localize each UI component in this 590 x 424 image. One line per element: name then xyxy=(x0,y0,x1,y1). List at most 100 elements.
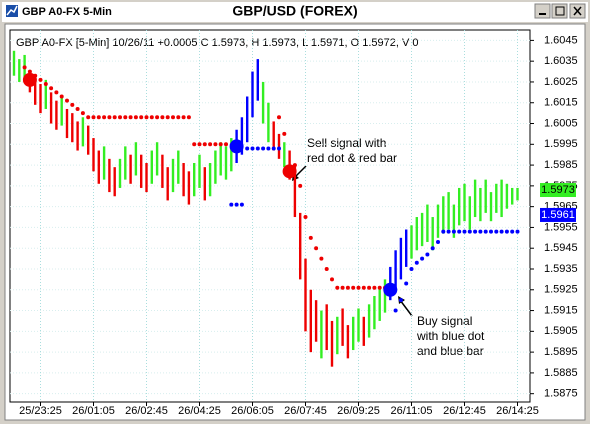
price-bar xyxy=(246,96,249,143)
stop-dot xyxy=(186,115,191,120)
price-bar xyxy=(39,84,42,114)
stop-dot xyxy=(398,298,403,303)
stop-dot xyxy=(457,229,462,234)
price-bar xyxy=(49,92,53,124)
stop-dot xyxy=(494,229,499,234)
stop-dot xyxy=(473,229,478,234)
close-glyph xyxy=(573,6,582,16)
price-bar xyxy=(251,71,254,118)
price-bar xyxy=(415,217,418,251)
stop-dot xyxy=(409,266,414,271)
annotation-text: Buy signal xyxy=(417,314,472,328)
price-bar xyxy=(55,100,58,130)
y-tick-label: 1.5935 xyxy=(544,263,578,275)
stop-dot xyxy=(224,142,228,147)
stop-dot xyxy=(446,229,451,234)
price-bar xyxy=(489,192,493,222)
stop-dot xyxy=(27,69,32,74)
price-bar xyxy=(166,167,169,201)
stop-dot xyxy=(165,115,170,120)
stop-dot xyxy=(171,115,175,120)
price-bar xyxy=(102,146,106,180)
price-bar xyxy=(410,225,413,259)
stop-dot xyxy=(314,246,319,251)
stop-dot xyxy=(277,146,281,151)
stop-dot xyxy=(356,285,361,290)
stop-dot xyxy=(255,146,260,151)
stop-dot xyxy=(208,142,213,147)
maximize-button[interactable] xyxy=(551,3,568,19)
price-bar xyxy=(320,310,323,359)
stop-dot xyxy=(123,115,128,120)
stop-dot xyxy=(298,183,303,188)
price-bar xyxy=(357,308,360,342)
y-tick-label: 1.5875 xyxy=(544,388,578,400)
stop-dot xyxy=(245,146,250,151)
price-bar xyxy=(484,179,487,213)
stop-dot xyxy=(38,77,43,82)
stop-dot xyxy=(54,90,59,95)
stop-dot xyxy=(324,266,329,271)
y-tick-label: 1.6015 xyxy=(544,97,578,109)
price-bar xyxy=(171,158,175,193)
x-tick-label: 26/14:25 xyxy=(496,405,539,417)
stop-dot xyxy=(483,229,488,234)
price-bar xyxy=(383,279,387,313)
price-bar xyxy=(18,59,21,82)
y-tick-label: 1.5945 xyxy=(544,242,578,254)
price-bar xyxy=(161,154,164,188)
y-tick-label: 1.6035 xyxy=(544,55,578,67)
stop-dot xyxy=(160,115,165,120)
stop-dot xyxy=(139,115,144,120)
price-bar xyxy=(92,138,95,172)
stop-dot xyxy=(467,229,472,234)
price-bar xyxy=(346,325,350,359)
stop-dot xyxy=(340,285,345,290)
price-bar xyxy=(304,258,307,332)
price-bar xyxy=(495,183,498,213)
stop-dot xyxy=(361,285,366,290)
price-bar xyxy=(277,133,281,159)
price-bar xyxy=(155,142,159,176)
stop-dot xyxy=(91,115,96,120)
stop-dot xyxy=(303,215,308,220)
y-tick-label: 1.6045 xyxy=(544,34,578,46)
price-bar xyxy=(203,167,206,201)
price-bar xyxy=(44,79,47,109)
price-bar xyxy=(256,59,259,101)
price-bar xyxy=(150,150,153,184)
stop-dot xyxy=(372,285,377,290)
window-title: GBP A0-FX 5-Min xyxy=(22,6,112,18)
price-bar xyxy=(442,196,445,234)
stop-dot xyxy=(86,115,91,120)
stop-dot xyxy=(218,142,223,147)
stop-dot xyxy=(107,115,112,120)
stop-dot xyxy=(345,285,350,290)
price-label-box xyxy=(540,207,576,222)
price-label-box xyxy=(540,183,576,198)
price-bar xyxy=(193,163,196,197)
x-tick-label: 26/04:25 xyxy=(178,405,221,417)
price-bar xyxy=(134,142,138,176)
y-tick-label: 1.5925 xyxy=(544,284,578,296)
price-bar xyxy=(219,142,222,176)
info-line: GBP A0-FX [5-Min] 10/26/11 +0.0005 C 1.5… xyxy=(16,37,418,49)
buy-arrow xyxy=(399,299,413,317)
price-bar xyxy=(182,163,185,197)
stop-dot xyxy=(451,229,456,234)
price-bar xyxy=(431,217,434,251)
y-tick-label: 1.5905 xyxy=(544,325,578,337)
stop-dot xyxy=(277,115,281,120)
stop-dot xyxy=(250,146,255,151)
minimize-button[interactable] xyxy=(534,3,551,19)
signal-dot xyxy=(229,139,244,154)
x-tick-label: 26/02:45 xyxy=(125,405,168,417)
stop-dot xyxy=(478,229,483,234)
stop-dot xyxy=(462,229,467,234)
stop-dot xyxy=(118,115,122,120)
stop-dot xyxy=(59,94,64,99)
stop-dot xyxy=(213,142,218,147)
price-bar xyxy=(198,154,201,188)
